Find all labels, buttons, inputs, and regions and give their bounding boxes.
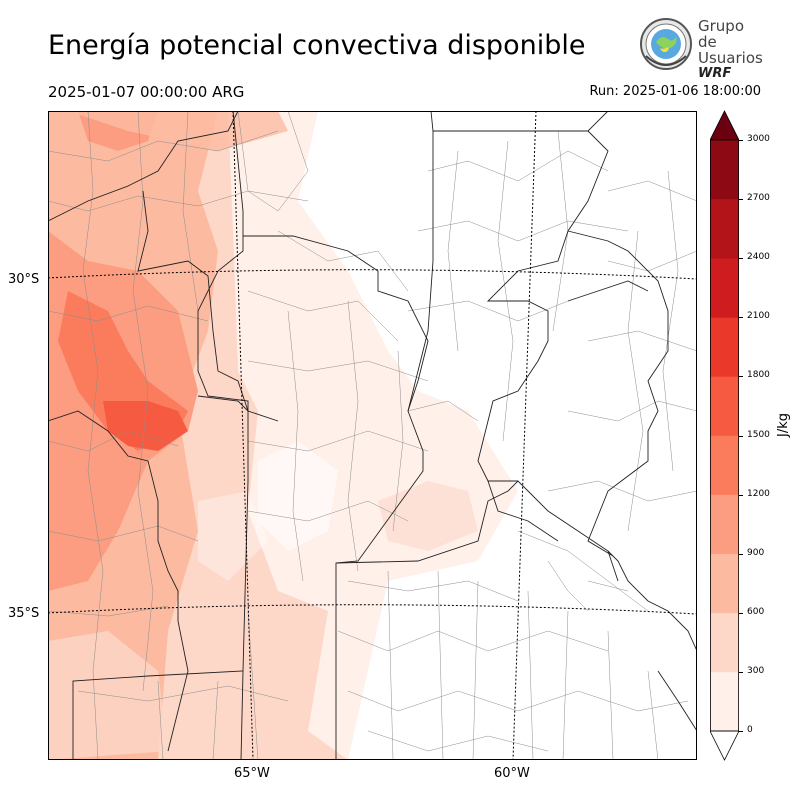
colorbar-tick-label: 2100	[747, 311, 770, 322]
map-canvas	[48, 111, 697, 760]
colorbar-bin	[710, 494, 739, 554]
colorbar-tick-label: 600	[747, 606, 765, 617]
valid-time: 2025-01-07 00:00:00 ARG	[48, 83, 245, 101]
colorbar-extend-max	[710, 110, 739, 141]
colorbar-bin	[710, 671, 739, 732]
colorbar-tick-mark	[739, 671, 743, 673]
colorbar-bin	[710, 553, 739, 614]
colorbar-tick-mark	[739, 376, 743, 378]
colorbar-tick-mark	[739, 435, 743, 437]
department-boundaries	[48, 111, 697, 760]
colorbar	[710, 110, 739, 761]
colorbar-tick-mark	[739, 553, 743, 555]
colorbar-tick-label: 3000	[747, 134, 770, 144]
cape-map	[48, 111, 697, 760]
map-title: Energía potencial convectiva disponible	[48, 30, 586, 61]
colorbar-bin	[710, 258, 739, 318]
lat-label-35s: 35°S	[8, 606, 40, 621]
colorbar-tick-mark	[739, 731, 743, 732]
colorbar-frame	[710, 139, 739, 732]
colorbar-bin	[710, 376, 739, 436]
colorbar-tick-mark	[739, 317, 743, 319]
lon-label-65w: 65°W	[234, 766, 270, 781]
logo-line-3: WRF	[698, 66, 732, 81]
colorbar-tick-label: 1800	[747, 370, 770, 381]
colorbar-extend-min	[710, 730, 739, 761]
colorbar-tick-mark	[739, 199, 743, 201]
run-time: Run: 2025-01-06 18:00:00	[589, 84, 761, 99]
colorbar-tick-label: 900	[747, 547, 765, 558]
logo-line-2: Usuarios	[698, 49, 763, 67]
colorbar-tick-mark	[739, 258, 743, 260]
lon-label-60w: 60°W	[494, 766, 530, 781]
colorbar-bin	[710, 317, 739, 377]
colorbar-bin	[710, 612, 739, 673]
colorbar-bin	[710, 140, 739, 200]
colorbar-tick-label: 0	[747, 725, 753, 735]
colorbar-tick-label: 2700	[747, 193, 770, 204]
colorbar-tick-label: 2400	[747, 252, 770, 263]
wrf-users-logo: Grupo de Usuarios WRF	[638, 16, 763, 81]
colorbar-tick-mark	[739, 612, 743, 614]
graticule	[48, 111, 697, 760]
colorbar-bin	[710, 199, 739, 259]
map-frame	[48, 111, 697, 760]
colorbar-tick-mark	[739, 140, 743, 141]
lat-label-30s: 30°S	[8, 272, 40, 287]
logo-text: Grupo de Usuarios WRF	[698, 18, 763, 82]
colorbar-tick-label: 1200	[747, 488, 770, 499]
colorbar-tick-label: 1500	[747, 429, 770, 440]
province-boundaries	[48, 111, 697, 760]
colorbar-bin	[710, 435, 739, 495]
colorbar-tick-mark	[739, 494, 743, 496]
logo-line-1: Grupo de	[698, 17, 744, 51]
colorbar-unit: J/kg	[776, 413, 791, 437]
globe-logo-icon	[640, 18, 692, 70]
colorbar-tick-label: 300	[747, 665, 765, 676]
